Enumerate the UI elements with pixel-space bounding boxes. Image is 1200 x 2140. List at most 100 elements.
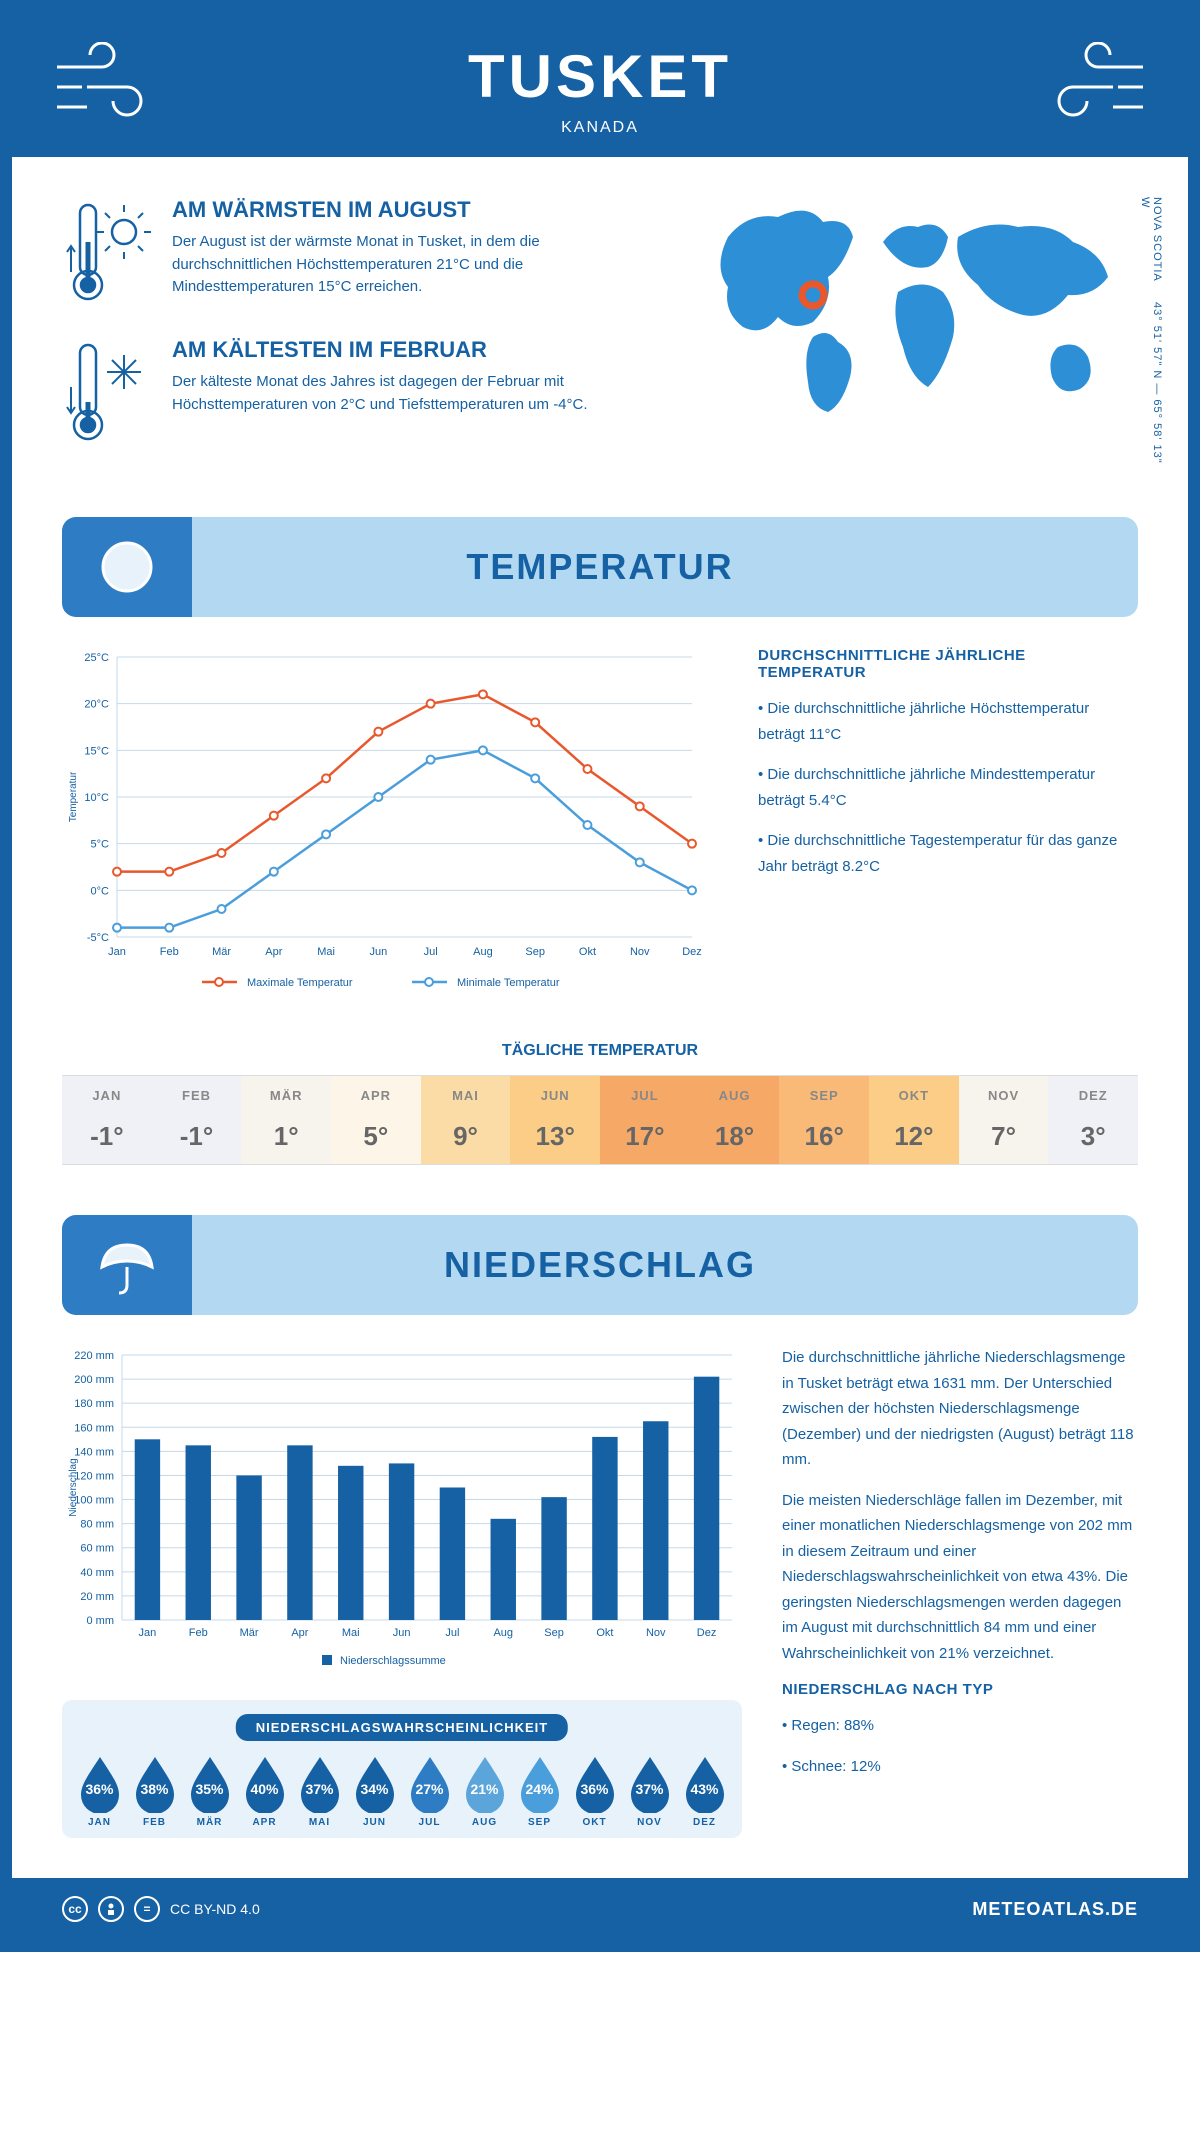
- svg-text:20°C: 20°C: [84, 699, 109, 711]
- svg-text:Sep: Sep: [525, 946, 545, 958]
- probability-box: NIEDERSCHLAGSWAHRSCHEINLICHKEIT 36%JAN38…: [62, 1700, 742, 1838]
- section-header-niederschlag: NIEDERSCHLAG: [62, 1215, 1138, 1315]
- daily-cell: JUL17°: [600, 1076, 690, 1164]
- probability-drop: 37%NOV: [625, 1753, 675, 1828]
- svg-text:60 mm: 60 mm: [80, 1543, 114, 1555]
- daily-cell: MÄR1°: [241, 1076, 331, 1164]
- svg-text:Jul: Jul: [424, 946, 438, 958]
- svg-text:220 mm: 220 mm: [74, 1350, 114, 1362]
- svg-text:15°C: 15°C: [84, 745, 109, 757]
- daily-cell: MAI9°: [421, 1076, 511, 1164]
- svg-text:160 mm: 160 mm: [74, 1422, 114, 1434]
- fact-coldest-title: AM KÄLTESTEN IM FEBRUAR: [172, 337, 658, 363]
- temp-summary-p3: • Die durchschnittliche Tagestemperatur …: [758, 828, 1138, 879]
- coordinates: NOVA SCOTIA 43° 51' 57" N — 65° 58' 13" …: [1139, 197, 1163, 477]
- intro-row: AM WÄRMSTEN IM AUGUST Der August ist der…: [62, 197, 1138, 477]
- intro-facts: AM WÄRMSTEN IM AUGUST Der August ist der…: [62, 197, 658, 477]
- svg-text:5°C: 5°C: [91, 839, 110, 851]
- fact-warmest: AM WÄRMSTEN IM AUGUST Der August ist der…: [62, 197, 658, 307]
- svg-text:180 mm: 180 mm: [74, 1398, 114, 1410]
- svg-text:Mai: Mai: [342, 1627, 360, 1639]
- svg-text:Apr: Apr: [265, 946, 282, 958]
- by-icon: [98, 1896, 124, 1922]
- svg-text:25°C: 25°C: [84, 652, 109, 664]
- svg-text:20 mm: 20 mm: [80, 1591, 114, 1603]
- svg-text:40 mm: 40 mm: [80, 1567, 114, 1579]
- section-title-niederschlag: NIEDERSCHLAG: [444, 1244, 756, 1286]
- thermometer-cold-icon: [62, 337, 152, 447]
- infographic-page: TUSKET KANADA AM WÄRMSTEN IM AUGUST Der …: [0, 0, 1200, 1952]
- svg-text:Mai: Mai: [317, 946, 335, 958]
- daily-cell: AUG18°: [690, 1076, 780, 1164]
- precip-p3: • Regen: 88%: [782, 1713, 1138, 1739]
- content: AM WÄRMSTEN IM AUGUST Der August ist der…: [12, 157, 1188, 1878]
- temperature-row: -5°C0°C5°C10°C15°C20°C25°CJanFebMärAprMa…: [62, 647, 1138, 1012]
- daily-cell: DEZ3°: [1048, 1076, 1138, 1164]
- svg-text:0°C: 0°C: [91, 885, 110, 897]
- svg-text:Niederschlagssumme: Niederschlagssumme: [340, 1655, 446, 1667]
- daily-cell: NOV7°: [959, 1076, 1049, 1164]
- svg-text:Okt: Okt: [596, 1627, 613, 1639]
- svg-text:0 mm: 0 mm: [87, 1615, 115, 1627]
- temperature-summary: DURCHSCHNITTLICHE JÄHRLICHE TEMPERATUR •…: [758, 647, 1138, 1012]
- temp-summary-p1: • Die durchschnittliche jährliche Höchst…: [758, 696, 1138, 747]
- fact-coldest-text: Der kälteste Monat des Jahres ist dagege…: [172, 371, 658, 416]
- daily-cell: SEP16°: [779, 1076, 869, 1164]
- fact-warmest-text: Der August ist der wärmste Monat in Tusk…: [172, 231, 658, 299]
- daily-temp-title: TÄGLICHE TEMPERATUR: [62, 1042, 1138, 1060]
- probability-drop: 21%AUG: [460, 1753, 510, 1828]
- svg-text:Niederschlag: Niederschlag: [68, 1458, 79, 1516]
- svg-text:Jan: Jan: [139, 1627, 157, 1639]
- svg-text:Jun: Jun: [393, 1627, 411, 1639]
- precip-p1: Die durchschnittliche jährliche Niedersc…: [782, 1345, 1138, 1473]
- section-title-temperatur: TEMPERATUR: [466, 546, 733, 588]
- probability-title: NIEDERSCHLAGSWAHRSCHEINLICHKEIT: [236, 1714, 568, 1741]
- svg-text:Mär: Mär: [212, 946, 231, 958]
- precip-summary: Die durchschnittliche jährliche Niedersc…: [782, 1345, 1138, 1838]
- probability-drop: 38%FEB: [130, 1753, 180, 1828]
- svg-text:Mär: Mär: [240, 1627, 259, 1639]
- daily-cell: APR5°: [331, 1076, 421, 1164]
- svg-text:Aug: Aug: [473, 946, 493, 958]
- precip-p4: • Schnee: 12%: [782, 1754, 1138, 1780]
- svg-text:Minimale Temperatur: Minimale Temperatur: [457, 977, 560, 989]
- probability-drop: 27%JUL: [405, 1753, 455, 1828]
- fact-coldest: AM KÄLTESTEN IM FEBRUAR Der kälteste Mon…: [62, 337, 658, 447]
- wind-icon: [52, 42, 162, 132]
- world-map-icon: [698, 197, 1138, 427]
- temperature-chart: -5°C0°C5°C10°C15°C20°C25°CJanFebMärAprMa…: [62, 647, 718, 1012]
- svg-text:-5°C: -5°C: [87, 932, 109, 944]
- probability-drop: 37%MAI: [295, 1753, 345, 1828]
- wind-icon: [1038, 42, 1148, 132]
- svg-text:Feb: Feb: [189, 1627, 208, 1639]
- cc-icon: cc: [62, 1896, 88, 1922]
- temp-summary-p2: • Die durchschnittliche jährliche Mindes…: [758, 762, 1138, 813]
- svg-text:Sep: Sep: [544, 1627, 564, 1639]
- header: TUSKET KANADA: [12, 12, 1188, 157]
- svg-text:120 mm: 120 mm: [74, 1470, 114, 1482]
- daily-cell: OKT12°: [869, 1076, 959, 1164]
- svg-text:10°C: 10°C: [84, 792, 109, 804]
- nd-icon: =: [134, 1896, 160, 1922]
- probability-drop: 43%DEZ: [680, 1753, 730, 1828]
- svg-text:100 mm: 100 mm: [74, 1495, 114, 1507]
- svg-text:140 mm: 140 mm: [74, 1446, 114, 1458]
- probability-drop: 34%JUN: [350, 1753, 400, 1828]
- svg-text:Nov: Nov: [630, 946, 650, 958]
- license-block: cc = CC BY-ND 4.0: [62, 1896, 260, 1922]
- probability-drop: 35%MÄR: [185, 1753, 235, 1828]
- daily-cell: FEB-1°: [152, 1076, 242, 1164]
- section-header-temperatur: TEMPERATUR: [62, 517, 1138, 617]
- probability-drops: 36%JAN38%FEB35%MÄR40%APR37%MAI34%JUN27%J…: [72, 1753, 732, 1828]
- svg-text:Jul: Jul: [445, 1627, 459, 1639]
- precipitation-chart: 0 mm20 mm40 mm60 mm80 mm100 mm120 mm140 …: [62, 1345, 742, 1675]
- footer: cc = CC BY-ND 4.0 METEOATLAS.DE: [12, 1878, 1188, 1940]
- daily-cell: JUN13°: [510, 1076, 600, 1164]
- svg-text:Dez: Dez: [682, 946, 702, 958]
- probability-drop: 24%SEP: [515, 1753, 565, 1828]
- svg-text:Jun: Jun: [369, 946, 387, 958]
- precip-left: 0 mm20 mm40 mm60 mm80 mm100 mm120 mm140 …: [62, 1345, 742, 1838]
- svg-text:Jan: Jan: [108, 946, 126, 958]
- map-area: NOVA SCOTIA 43° 51' 57" N — 65° 58' 13" …: [698, 197, 1138, 477]
- probability-drop: 40%APR: [240, 1753, 290, 1828]
